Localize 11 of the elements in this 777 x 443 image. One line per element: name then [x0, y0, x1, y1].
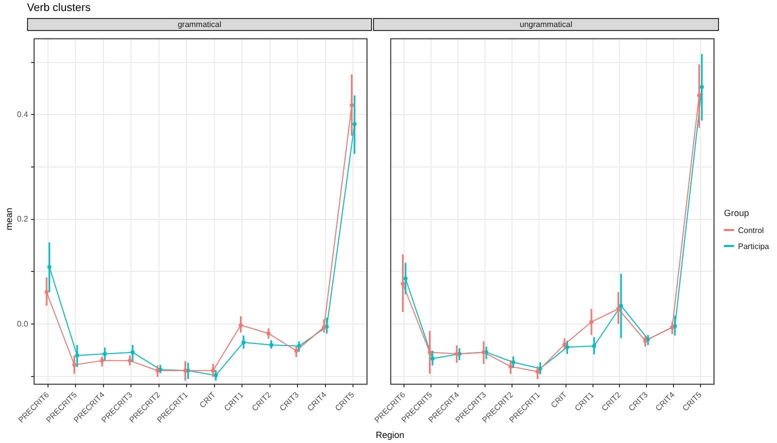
y-axis-title: mean	[4, 206, 14, 232]
legend-label: Participa	[738, 242, 770, 250]
y-tick-label: 0.0	[16, 319, 29, 328]
x-axis-title: Region	[374, 430, 406, 440]
chart-title: Verb clusters	[27, 2, 91, 14]
chart-subtitle: grammatical	[27, 18, 372, 31]
chart-subtitle: ungrammatical	[373, 18, 719, 31]
legend-title: Group	[724, 208, 750, 218]
legend-label: Control	[738, 226, 764, 234]
y-tick-label: 0.2	[16, 214, 29, 224]
y-tick-label: 0.4	[16, 110, 29, 119]
